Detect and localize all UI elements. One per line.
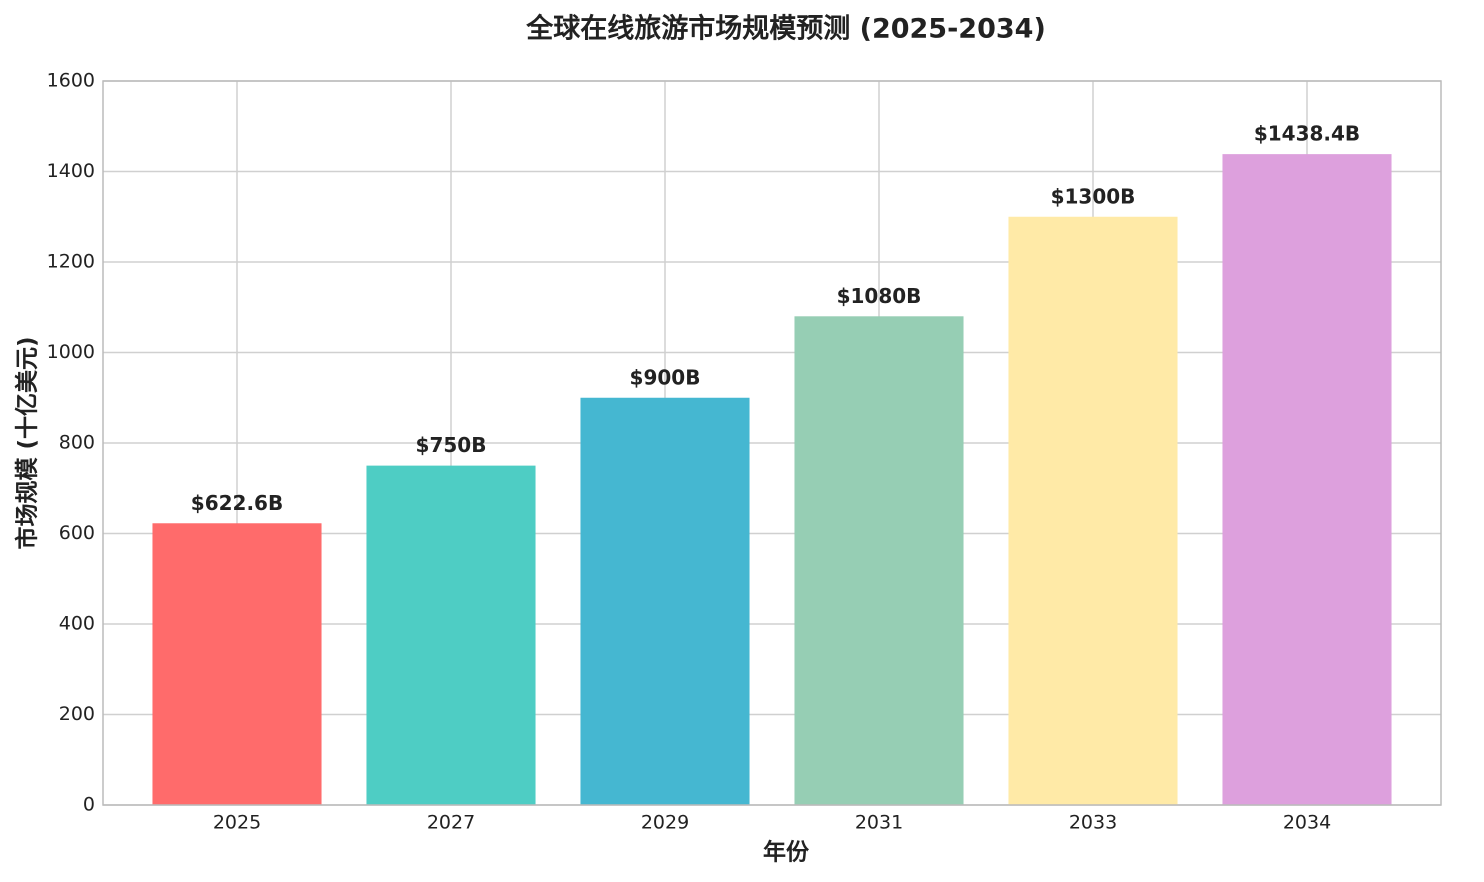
bar bbox=[794, 316, 964, 805]
plot-frame bbox=[102, 80, 1442, 806]
y-tick-label: 1000 bbox=[47, 341, 95, 363]
bar bbox=[366, 465, 536, 805]
y-tick-label: 1600 bbox=[47, 70, 95, 92]
y-tick-label: 400 bbox=[59, 613, 95, 635]
x-tick-label: 2031 bbox=[855, 812, 903, 834]
chart-title: 全球在线旅游市场规模预测 (2025-2034) bbox=[525, 13, 1046, 45]
bar bbox=[1222, 154, 1392, 805]
x-tick-label: 2027 bbox=[427, 812, 475, 834]
x-tick-label: 2034 bbox=[1283, 812, 1331, 834]
y-tick-label: 0 bbox=[83, 794, 95, 816]
x-axis-label: 年份 bbox=[763, 839, 810, 866]
value-label: $750B bbox=[416, 433, 487, 457]
y-axis-label: 市场规模 (十亿美元) bbox=[14, 336, 41, 549]
x-tick-label: 2029 bbox=[641, 812, 689, 834]
x-tick-label: 2033 bbox=[1069, 812, 1117, 834]
value-label: $1080B bbox=[837, 284, 922, 308]
x-tick-label: 2025 bbox=[213, 812, 261, 834]
y-tick-label: 1200 bbox=[47, 251, 95, 273]
y-tick-label: 200 bbox=[59, 703, 95, 725]
value-label: $1438.4B bbox=[1254, 122, 1360, 146]
bar bbox=[580, 397, 750, 805]
bar bbox=[152, 523, 322, 805]
value-label: $1300B bbox=[1051, 184, 1136, 208]
y-tick-label: 800 bbox=[59, 432, 95, 454]
y-tick-label: 1400 bbox=[47, 160, 95, 182]
y-tick-label: 600 bbox=[59, 522, 95, 544]
value-label: $622.6B bbox=[191, 491, 283, 515]
bar bbox=[1008, 216, 1178, 805]
value-label: $900B bbox=[630, 365, 701, 389]
